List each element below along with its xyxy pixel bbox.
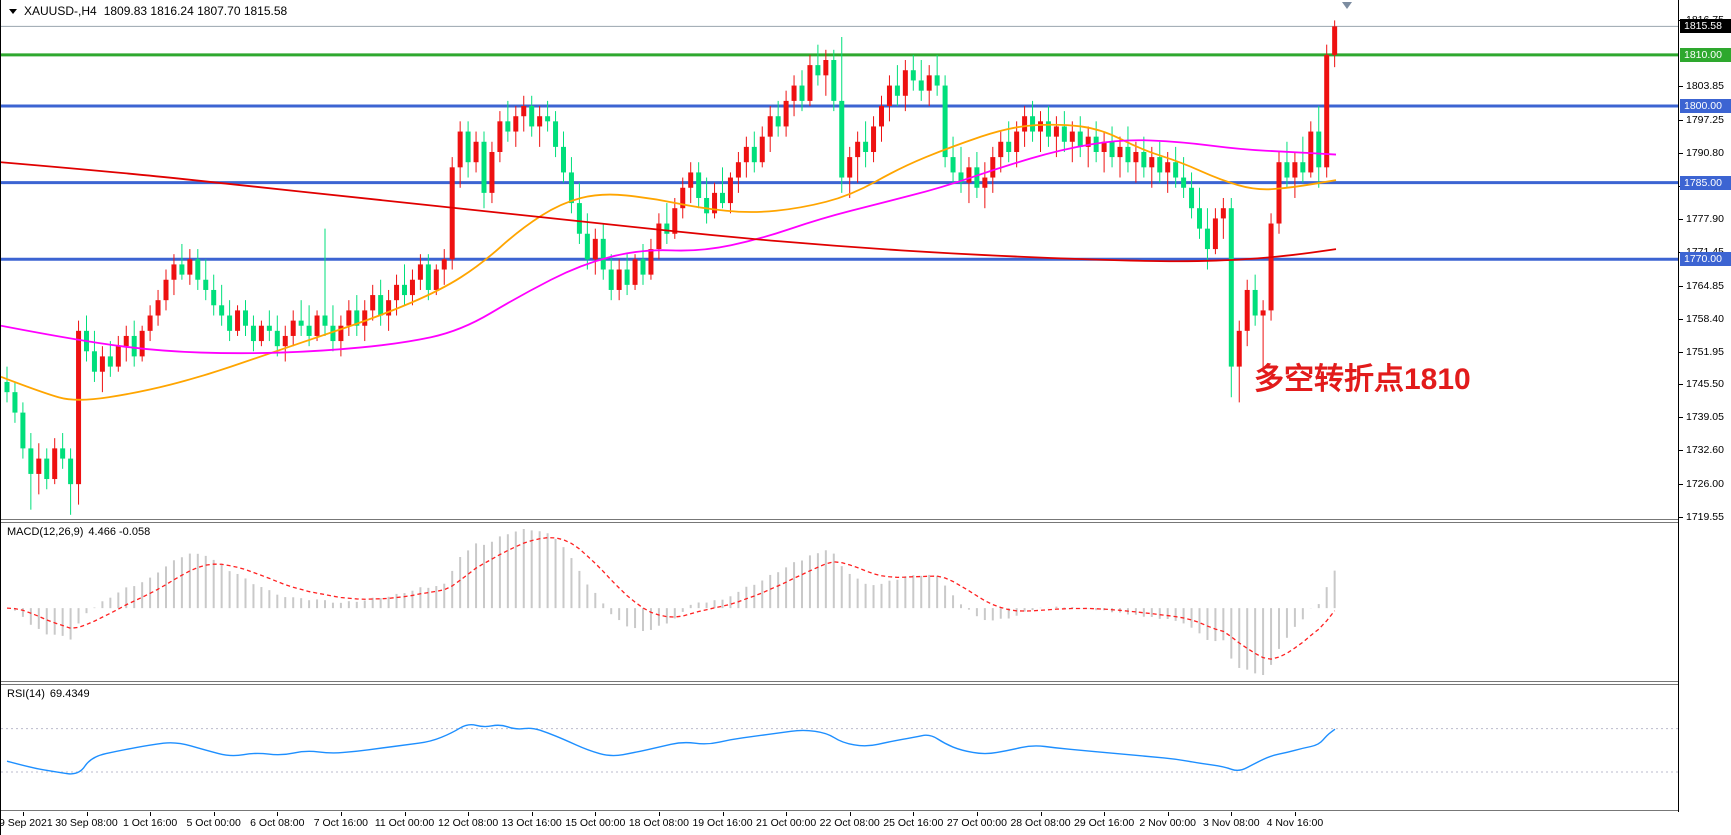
time-tick-mark — [277, 812, 279, 816]
panel-separator[interactable] — [1, 519, 1731, 523]
time-axis-label: 1 Oct 16:00 — [122, 817, 178, 829]
panel-separator[interactable] — [1, 681, 1731, 685]
rsi-panel[interactable]: RSI(14)69.4349 10070300 — [1, 685, 1700, 811]
price-tick-label: 1790.80 — [1686, 147, 1724, 159]
time-axis-label: 21 Oct 00:00 — [756, 817, 817, 829]
macd-panel[interactable]: MACD(12,26,9)4.466 -0.058 11.2950.00-8.2… — [1, 523, 1713, 681]
candles-layer — [4, 20, 1338, 515]
time-axis-label: 15 Oct 00:00 — [565, 817, 626, 829]
candlestick-canvas[interactable] — [1, 0, 1678, 519]
rsi-canvas[interactable] — [1, 685, 1678, 810]
time-tick-mark — [468, 812, 470, 816]
time-tick-mark — [213, 812, 215, 816]
time-axis-label: 2 Nov 00:00 — [1139, 817, 1196, 829]
time-tick-mark — [340, 812, 342, 816]
rsi-label: RSI(14) 69.4349 — [7, 688, 90, 700]
price-tick-label: 1732.60 — [1686, 444, 1724, 457]
time-axis-label: 22 Oct 08:00 — [819, 817, 880, 829]
time-tick-mark — [1040, 812, 1042, 816]
ma-magenta-line — [1, 139, 1337, 355]
price-tick-label: 1758.40 — [1686, 312, 1724, 325]
symbol-dropdown-icon[interactable] — [9, 8, 17, 14]
time-tick-mark — [531, 812, 533, 816]
price-level-badge: 1800.00 — [1680, 99, 1731, 113]
time-tick-mark — [1167, 812, 1169, 816]
price-tick-mark — [1679, 318, 1683, 320]
price-tick-label: 1745.50 — [1686, 378, 1724, 391]
rsi-line — [6, 723, 1336, 775]
time-axis-label: 18 Oct 08:00 — [628, 817, 689, 829]
time-axis-label: 30 Sep 08:00 — [55, 817, 118, 829]
price-tick-mark — [1679, 120, 1683, 122]
time-axis-label: 5 Oct 00:00 — [186, 817, 241, 829]
ohlc-values: 1809.83 1816.24 1807.70 1815.58 — [103, 4, 288, 18]
price-tick-mark — [1679, 484, 1683, 486]
main-chart-panel[interactable] — [1, 0, 1678, 519]
time-tick-mark — [404, 812, 406, 816]
time-axis-label: 25 Oct 16:00 — [883, 817, 944, 829]
price-tick-label: 1777.90 — [1686, 212, 1724, 225]
time-tick-mark — [1294, 812, 1296, 816]
time-axis-label: 7 Oct 16:00 — [313, 817, 369, 829]
price-tick-mark — [1679, 153, 1683, 154]
time-axis-label: 4 Nov 16:00 — [1266, 817, 1324, 829]
time-tick-mark — [86, 812, 88, 816]
time-axis-label: 6 Oct 08:00 — [250, 817, 305, 829]
time-tick-mark — [22, 812, 24, 816]
macd-canvas[interactable] — [1, 523, 1678, 681]
time-tick-mark — [786, 812, 788, 816]
time-tick-mark — [849, 812, 851, 816]
time-tick-mark — [913, 812, 915, 816]
price-level-badge: 1770.00 — [1680, 252, 1731, 267]
price-tick-label: 1726.00 — [1686, 478, 1724, 491]
price-level-badge: 1810.00 — [1680, 47, 1731, 62]
ma-red-line — [1, 161, 1337, 263]
time-tick-mark — [722, 812, 724, 816]
symbol-period-label: XAUUSD-,H4 — [24, 4, 97, 18]
price-tick-label: 1797.25 — [1686, 114, 1724, 127]
price-tick-mark — [1679, 517, 1683, 519]
price-tick-label: 1803.85 — [1686, 80, 1724, 93]
price-tick-label: 1751.95 — [1686, 345, 1724, 358]
price-tick-mark — [1679, 86, 1683, 88]
price-level-badge: 1785.00 — [1680, 175, 1731, 190]
time-axis-label: 13 Oct 16:00 — [501, 817, 562, 829]
time-axis-label: 29 Oct 16:00 — [1074, 817, 1135, 829]
price-tick-mark — [1679, 351, 1683, 353]
price-tick-label: 1764.85 — [1686, 279, 1724, 292]
chart-title: XAUUSD-,H4 1809.83 1816.24 1807.70 1815.… — [9, 4, 287, 18]
macd-histogram-bars — [13, 529, 1336, 675]
price-arrow-icon — [1341, 2, 1352, 9]
annotation-text: 多空转折点1810 — [1254, 363, 1471, 396]
time-axis-label: 28 Oct 08:00 — [1010, 817, 1071, 829]
time-tick-mark — [976, 812, 978, 816]
time-axis-label: 3 Nov 08:00 — [1202, 817, 1260, 829]
time-axis-label: 12 Oct 08:00 — [438, 817, 499, 829]
time-tick-mark — [595, 812, 597, 816]
price-tick-mark — [1679, 285, 1683, 287]
price-tick-label: 1739.05 — [1686, 411, 1724, 424]
time-tick-mark — [150, 812, 152, 816]
time-tick-mark — [658, 812, 660, 816]
macd-label: MACD(12,26,9) 4.466 -0.058 — [7, 526, 151, 538]
time-axis-label: 19 Oct 16:00 — [692, 817, 753, 829]
price-tick-mark — [1679, 218, 1683, 220]
macd-signal-line — [6, 536, 1336, 660]
price-tick-mark — [1679, 417, 1683, 419]
price-tick-label: 1719.55 — [1686, 511, 1724, 524]
price-level-badge: 1815.58 — [1680, 19, 1731, 34]
price-axis[interactable]: 1816.751803.851797.251790.801784.351777.… — [1678, 0, 1731, 812]
price-tick-mark — [1679, 450, 1683, 452]
time-tick-mark — [1104, 812, 1106, 816]
ma-orange-line — [1, 123, 1337, 401]
time-tick-mark — [1231, 812, 1233, 816]
price-tick-mark — [1679, 384, 1683, 386]
panel-separator — [1, 810, 1731, 812]
time-axis-label: 29 Sep 2021 — [1, 817, 53, 829]
time-axis-label: 27 Oct 00:00 — [946, 817, 1007, 829]
time-axis-label: 11 Oct 00:00 — [374, 817, 435, 829]
